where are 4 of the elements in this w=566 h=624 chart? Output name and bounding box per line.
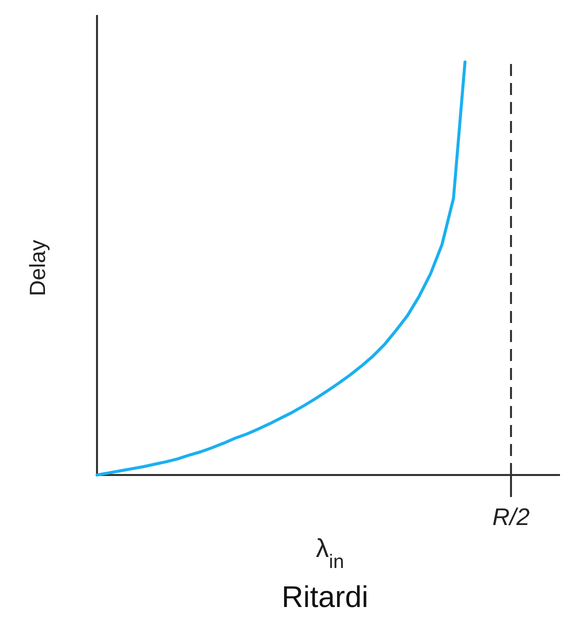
y-axis-title: Delay — [25, 240, 50, 296]
text: Ritardi — [282, 581, 368, 614]
x-axis-title: λ$_{in}$ — [316, 533, 344, 573]
text: R/2 — [492, 504, 530, 531]
